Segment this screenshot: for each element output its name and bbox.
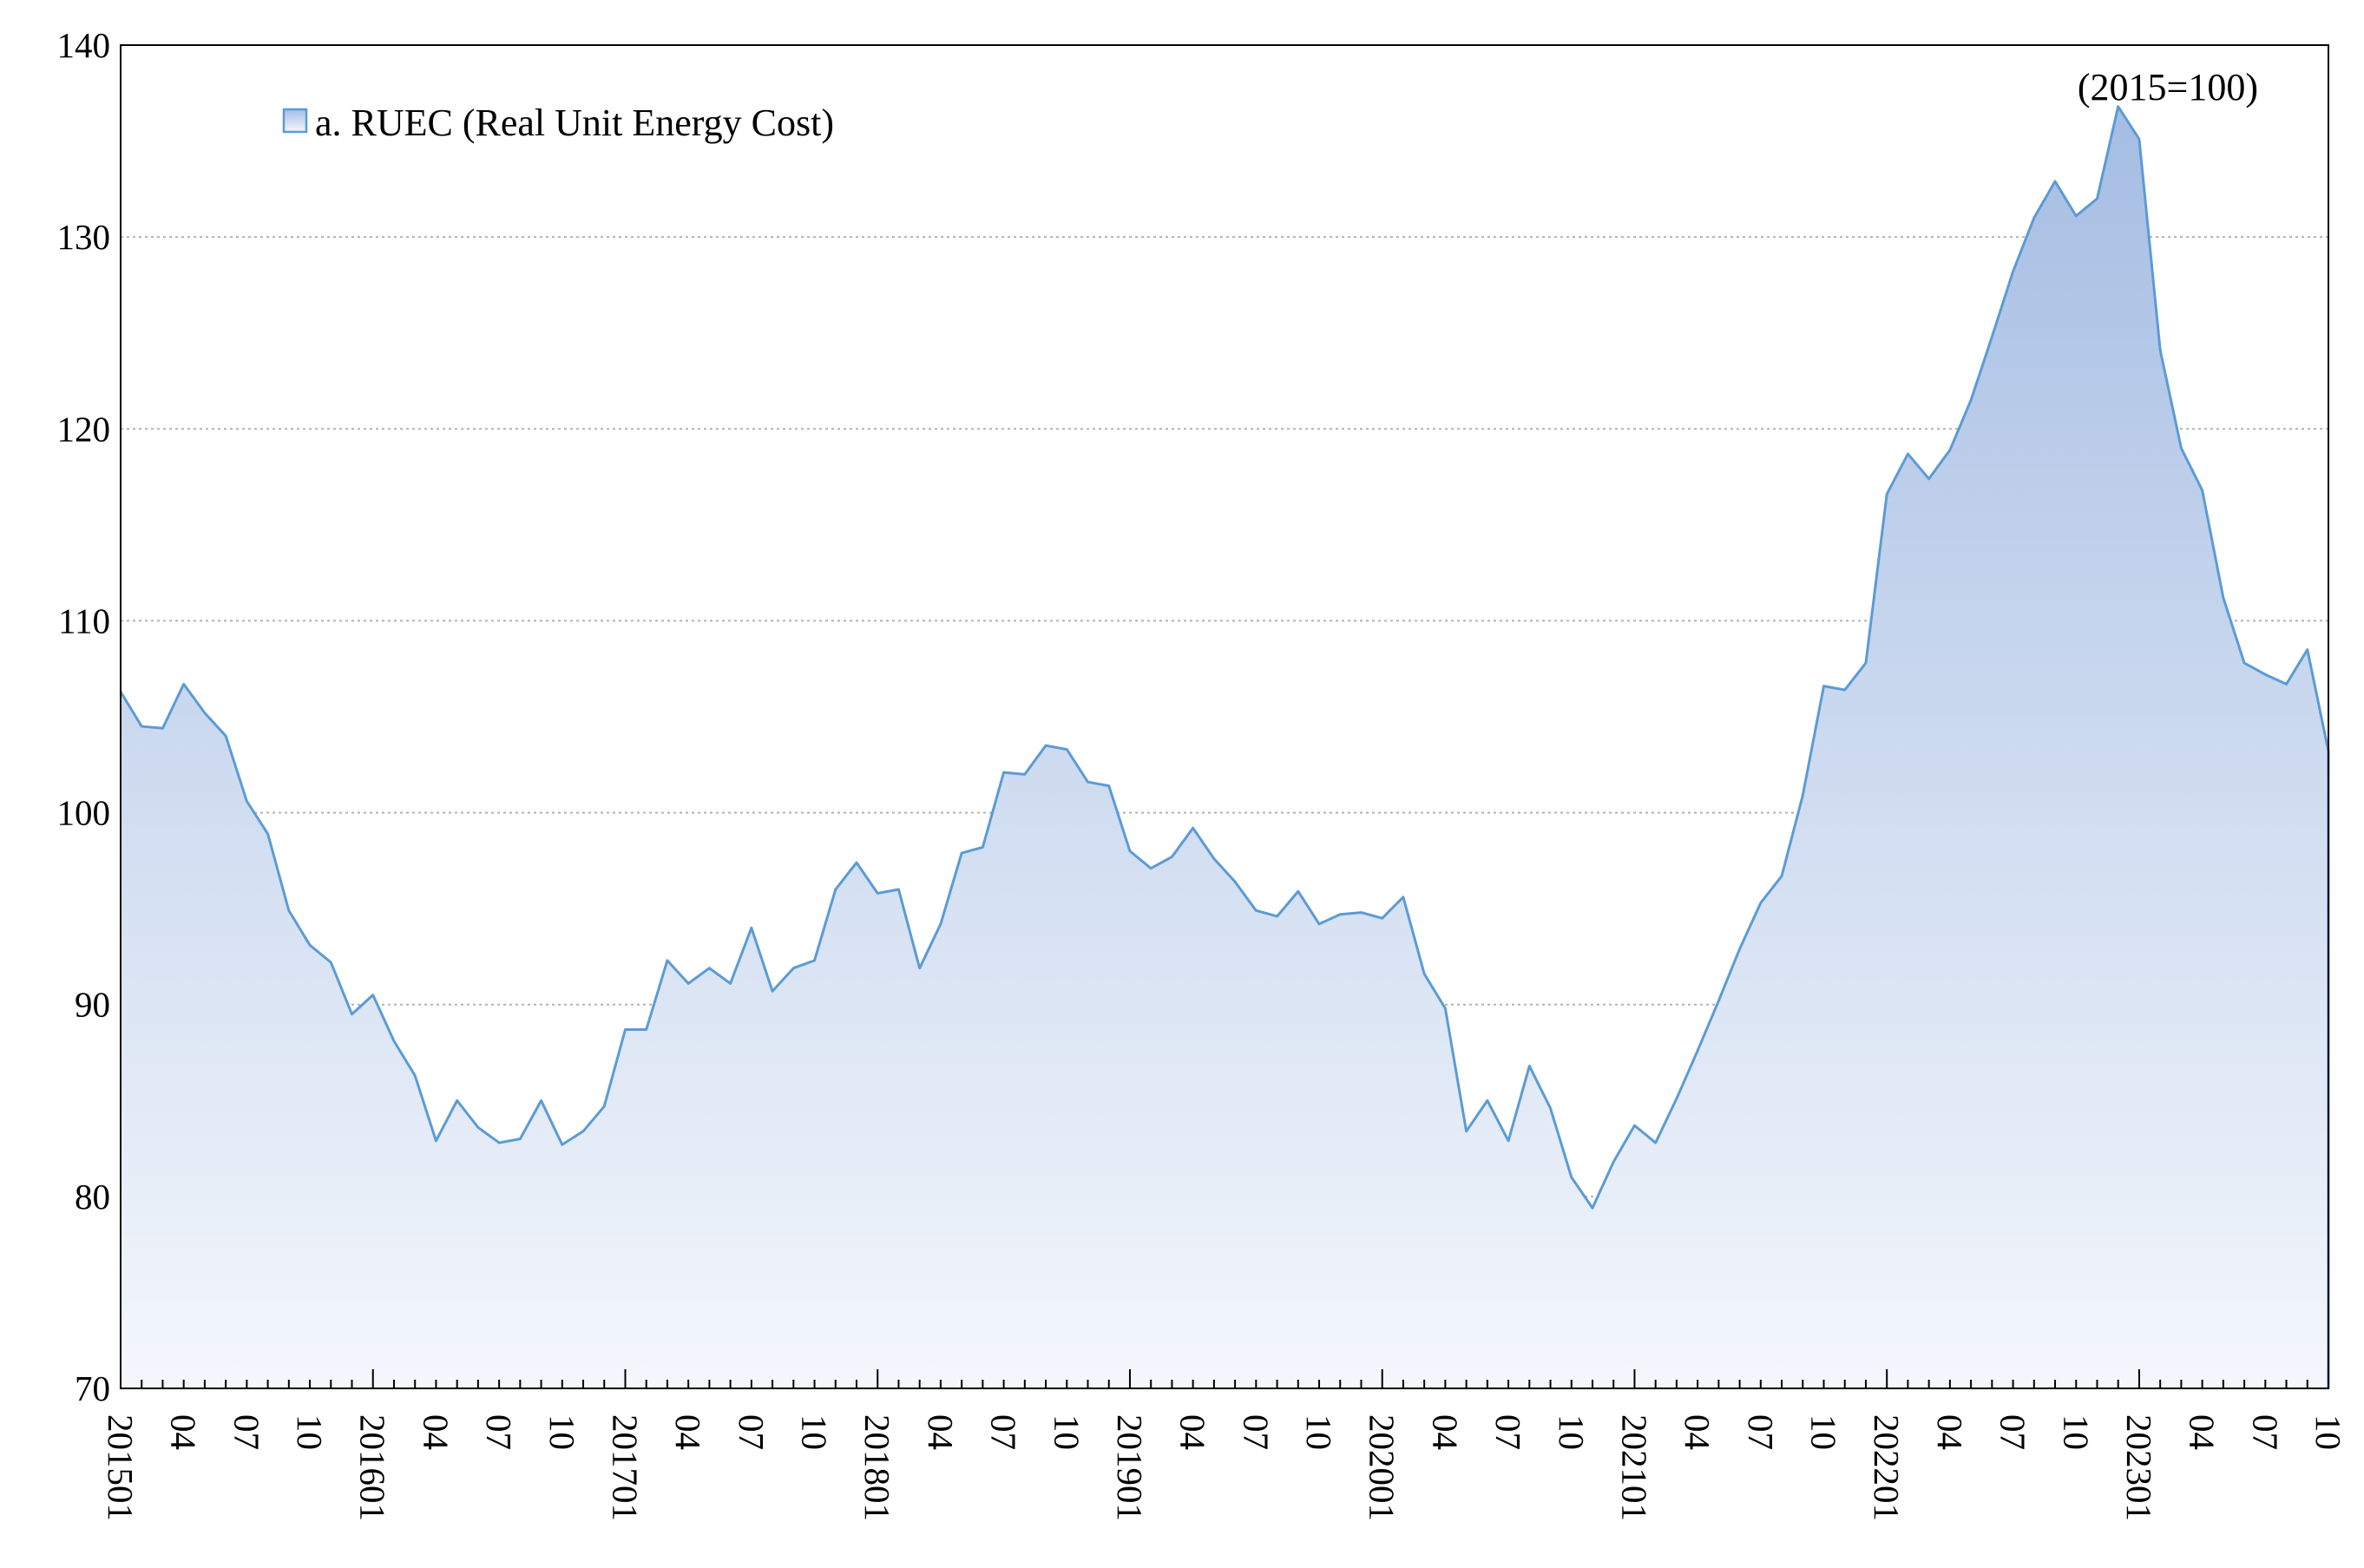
x-tick-label-10: 10 [795, 1414, 835, 1450]
x-tick-label-201901: 201901 [1110, 1414, 1150, 1521]
x-tick-label-202201: 202201 [1867, 1414, 1907, 1521]
y-tick-label-130: 130 [57, 217, 111, 257]
x-tick-label-04: 04 [416, 1414, 456, 1450]
x-tick-label-07: 07 [2245, 1414, 2285, 1450]
legend-swatch [282, 108, 308, 134]
x-tick-label-10: 10 [1047, 1414, 1087, 1450]
x-tick-label-07: 07 [1236, 1414, 1276, 1450]
x-tick-label-10: 10 [1804, 1414, 1844, 1450]
legend: a. RUEC (Real Unit Energy Cost) [282, 102, 834, 144]
tick-labels: 70 80 90 100 110 120 130 140 201501 04 07 10 201601 0… [57, 25, 2349, 1521]
x-tick-label-202001: 202001 [1363, 1414, 1402, 1521]
x-tick-label-07: 07 [227, 1414, 266, 1450]
y-tick-label-80: 80 [75, 1177, 110, 1217]
x-tick-label-201801: 201801 [857, 1414, 897, 1521]
x-tick-label-07: 07 [984, 1414, 1024, 1450]
x-tick-label-10: 10 [542, 1414, 582, 1450]
x-tick-label-202101: 202101 [1614, 1414, 1654, 1521]
x-tick-label-04: 04 [1678, 1414, 1717, 1450]
series-line [119, 105, 2330, 1210]
y-tick-label-140: 140 [57, 25, 111, 65]
x-tick-label-201501: 201501 [101, 1414, 141, 1521]
area-fill [121, 106, 2328, 1388]
y-tick-label-120: 120 [57, 409, 111, 449]
x-tick-label-04: 04 [1930, 1414, 1970, 1450]
x-tick-label-10: 10 [2056, 1414, 2096, 1450]
x-tick-label-07: 07 [732, 1414, 772, 1450]
x-tick-label-10: 10 [1299, 1414, 1339, 1450]
y-tick-label-90: 90 [75, 985, 110, 1025]
x-tick-label-201701: 201701 [605, 1414, 645, 1521]
area-series [119, 105, 2330, 1388]
x-tick-label-10: 10 [2308, 1414, 2348, 1450]
axes [120, 44, 2329, 1389]
x-tick-label-10: 10 [290, 1414, 330, 1450]
x-tick-label-04: 04 [1425, 1414, 1465, 1450]
x-tick-label-201601: 201601 [353, 1414, 393, 1521]
x-tick-label-07: 07 [1488, 1414, 1528, 1450]
x-tick-label-07: 07 [479, 1414, 519, 1450]
x-tick-label-07: 07 [1993, 1414, 2033, 1450]
y-tick-label-110: 110 [58, 600, 110, 640]
x-tick-label-10: 10 [1552, 1414, 1592, 1450]
x-tick-label-04: 04 [668, 1414, 708, 1450]
legend-label: a. RUEC (Real Unit Energy Cost) [315, 102, 834, 144]
base-year-note: (2015=100) [2078, 66, 2258, 108]
x-tick-label-04: 04 [2183, 1414, 2223, 1450]
y-tick-label-70: 70 [75, 1368, 110, 1408]
x-tick-label-04: 04 [1173, 1414, 1213, 1450]
y-tick-label-100: 100 [57, 793, 111, 833]
x-tick-label-07: 07 [1741, 1414, 1781, 1450]
plot-border [120, 44, 2329, 1389]
x-tick-label-04: 04 [164, 1414, 204, 1450]
x-tick-label-202301: 202301 [2119, 1414, 2159, 1521]
x-tick-label-04: 04 [921, 1414, 961, 1450]
